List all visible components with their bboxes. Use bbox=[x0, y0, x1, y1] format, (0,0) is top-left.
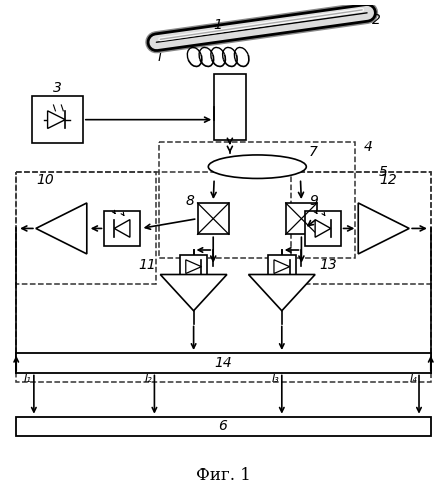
Text: 5: 5 bbox=[379, 164, 388, 178]
Polygon shape bbox=[249, 274, 315, 311]
Bar bbox=[32, 96, 83, 143]
Polygon shape bbox=[186, 260, 202, 274]
Text: 2: 2 bbox=[372, 13, 381, 27]
Text: 4: 4 bbox=[364, 140, 373, 154]
Bar bbox=[291, 172, 431, 284]
Text: 13: 13 bbox=[319, 258, 337, 272]
Polygon shape bbox=[114, 220, 130, 238]
Bar bbox=[159, 142, 355, 258]
Bar bbox=[268, 255, 295, 274]
Text: 10: 10 bbox=[37, 174, 55, 188]
Text: 11: 11 bbox=[139, 258, 156, 272]
Text: I₂: I₂ bbox=[145, 374, 152, 384]
Text: 9: 9 bbox=[309, 194, 318, 208]
Bar bbox=[305, 211, 341, 246]
Text: 1: 1 bbox=[214, 18, 223, 32]
Polygon shape bbox=[47, 111, 65, 128]
Text: 3: 3 bbox=[53, 82, 62, 96]
Bar bbox=[286, 203, 317, 234]
Ellipse shape bbox=[208, 155, 306, 178]
Text: I₃: I₃ bbox=[272, 374, 280, 384]
Polygon shape bbox=[274, 260, 290, 274]
Text: I₁: I₁ bbox=[24, 374, 32, 384]
Text: I₄: I₄ bbox=[409, 374, 417, 384]
Text: i: i bbox=[157, 50, 161, 64]
Bar bbox=[198, 203, 229, 234]
Polygon shape bbox=[315, 220, 331, 238]
Text: 8: 8 bbox=[186, 194, 194, 208]
Text: 6: 6 bbox=[219, 420, 228, 434]
Polygon shape bbox=[160, 274, 227, 311]
Bar bbox=[16, 172, 431, 382]
Bar bbox=[16, 172, 156, 284]
Bar bbox=[16, 416, 431, 436]
Polygon shape bbox=[358, 203, 409, 254]
Bar bbox=[180, 255, 207, 274]
Bar bbox=[214, 74, 245, 140]
Text: 12: 12 bbox=[380, 174, 397, 188]
Bar bbox=[105, 211, 140, 246]
Polygon shape bbox=[36, 203, 87, 254]
Text: 14: 14 bbox=[214, 356, 232, 370]
Bar bbox=[16, 353, 431, 372]
Text: Фиг. 1: Фиг. 1 bbox=[196, 467, 250, 484]
Text: 7: 7 bbox=[308, 145, 317, 159]
